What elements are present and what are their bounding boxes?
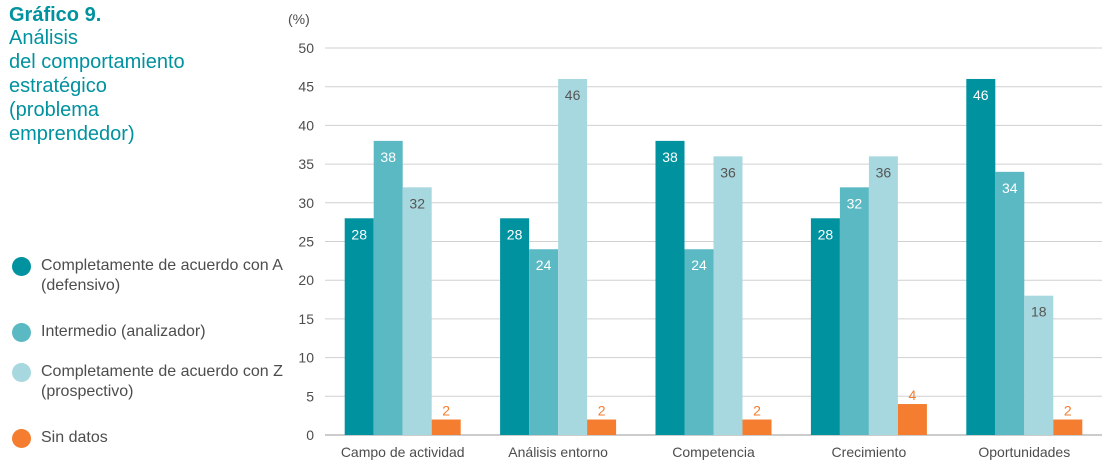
bar — [431, 419, 461, 435]
data-label: 36 — [720, 164, 736, 180]
figure-number: Gráfico 9. — [9, 4, 102, 26]
x-tick-label: Crecimiento — [832, 444, 907, 460]
legend-label: Completamente de acuerdo con Z (prospect… — [41, 363, 283, 400]
bar — [402, 187, 432, 435]
y-tick-label: 25 — [298, 234, 314, 250]
bar — [684, 249, 714, 435]
data-label: 28 — [351, 226, 367, 242]
legend-label: Sin datos — [41, 429, 108, 446]
legend-item: Completamente de acuerdo con A (defensiv… — [9, 256, 286, 296]
data-label: 18 — [1031, 304, 1047, 320]
y-tick-label: 40 — [298, 117, 314, 133]
y-tick-label: 15 — [298, 311, 314, 327]
legend-item: Completamente de acuerdo con Z (prospect… — [9, 362, 286, 402]
y-tick-label: 35 — [298, 156, 314, 172]
bar — [587, 419, 617, 435]
y-tick-label: 50 — [298, 40, 314, 56]
y-tick-label: 45 — [298, 79, 314, 95]
data-label: 2 — [1064, 403, 1072, 419]
data-label: 2 — [753, 403, 761, 419]
data-label: 24 — [536, 257, 552, 273]
data-label: 38 — [662, 149, 678, 165]
bar — [966, 78, 996, 436]
data-label: 46 — [973, 87, 989, 103]
y-axis-label: (%) — [288, 11, 310, 27]
data-label: 32 — [847, 195, 863, 211]
bar — [655, 140, 685, 435]
bar — [839, 187, 869, 435]
data-label: 46 — [565, 87, 581, 103]
data-label: 28 — [818, 226, 834, 242]
bar — [995, 171, 1025, 435]
bar — [810, 218, 840, 435]
data-label: 36 — [876, 164, 892, 180]
legend-swatch-icon — [12, 323, 31, 342]
bar — [868, 156, 898, 436]
bar — [1053, 419, 1083, 435]
x-tick-label: Análisis entorno — [508, 444, 608, 460]
legend-item: Sin datos — [9, 428, 286, 448]
bar — [1024, 295, 1054, 435]
data-label: 2 — [598, 403, 606, 419]
bar — [897, 404, 927, 435]
legend-swatch-icon — [12, 363, 31, 382]
y-tick-label: 5 — [306, 388, 314, 404]
x-tick-label: Oportunidades — [978, 444, 1070, 460]
y-tick-label: 20 — [298, 272, 314, 288]
data-label: 24 — [691, 257, 707, 273]
bar — [713, 156, 743, 436]
figure-heading: Gráfico 9. Análisis del comportamiento e… — [9, 4, 279, 146]
data-label: 32 — [409, 195, 425, 211]
bar — [742, 419, 772, 435]
data-label: 28 — [507, 226, 523, 242]
data-label: 4 — [909, 387, 917, 403]
bar — [529, 249, 559, 435]
data-label: 34 — [1002, 180, 1018, 196]
data-label: 2 — [442, 403, 450, 419]
legend-swatch-icon — [12, 429, 31, 448]
bar — [500, 218, 530, 435]
legend-label: Completamente de acuerdo con A (defensiv… — [41, 257, 283, 294]
y-tick-label: 0 — [306, 427, 314, 443]
x-tick-label: Campo de actividad — [341, 444, 465, 460]
bar — [344, 218, 374, 435]
legend-item: Intermedio (analizador) — [9, 322, 286, 342]
y-tick-label: 10 — [298, 350, 314, 366]
figure-title: Análisis del comportamiento estratégico … — [9, 27, 185, 145]
data-label: 38 — [380, 149, 396, 165]
y-tick-label: 30 — [298, 195, 314, 211]
bar — [373, 140, 403, 435]
x-tick-label: Competencia — [672, 444, 755, 460]
legend-label: Intermedio (analizador) — [41, 323, 206, 340]
bar — [558, 78, 588, 436]
legend-swatch-icon — [12, 257, 31, 276]
